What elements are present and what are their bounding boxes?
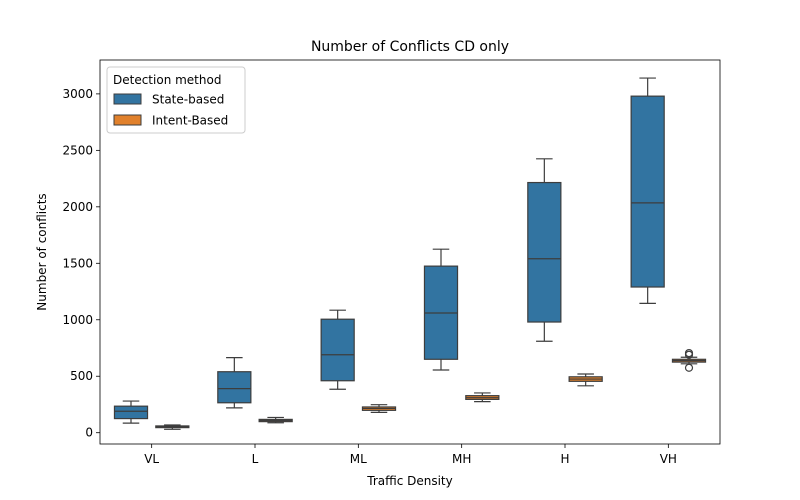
box-iqr	[113, 405, 149, 420]
box-iqr	[527, 181, 562, 323]
y-axis: 0 500 1000 1500 2000 2500 3000	[62, 87, 100, 440]
chart-title: Number of Conflicts CD only	[311, 39, 509, 55]
y-tick-label-2500: 2500	[62, 143, 93, 157]
legend-swatch	[113, 114, 142, 126]
legend-label: Intent-Based	[152, 114, 228, 128]
box-iqr	[217, 371, 252, 404]
legend-title: Detection method	[113, 73, 221, 87]
legend-swatch	[113, 93, 142, 105]
box-iqr	[320, 318, 355, 382]
x-tick-label-vh: VH	[660, 452, 677, 466]
y-tick-label-0: 0	[85, 426, 93, 440]
box-intent-based-vl	[155, 424, 190, 430]
y-tick-label-1500: 1500	[62, 256, 93, 270]
x-tick-label-vl: VL	[144, 452, 159, 466]
legend-label: State-based	[152, 93, 224, 107]
box-state-based-h	[527, 158, 562, 342]
plot-frame	[99, 59, 721, 445]
box-intent-based-vh	[671, 348, 707, 372]
x-tick-label-l: L	[252, 452, 259, 466]
flier-point	[684, 348, 694, 358]
legend: Detection method State-based Intent-Based	[106, 66, 246, 134]
x-axis-label: Traffic Density	[366, 474, 453, 488]
box-state-based-mh	[423, 248, 459, 371]
x-axis: VL L ML MH H VH	[144, 444, 677, 466]
y-tick-label-2000: 2000	[62, 200, 93, 214]
box-state-based-vh	[630, 77, 665, 304]
y-tick-label-1000: 1000	[62, 313, 93, 327]
y-tick-label-3000: 3000	[62, 87, 93, 101]
box-state-based-l	[217, 357, 252, 409]
x-tick-label-h: H	[560, 452, 569, 466]
box-intent-based-l	[258, 416, 293, 424]
box-intent-based-mh	[465, 392, 500, 403]
box-state-based-ml	[320, 309, 355, 390]
box-intent-based-ml	[361, 404, 397, 413]
y-tick-label-500: 500	[70, 369, 93, 383]
box-iqr	[630, 95, 665, 288]
y-axis-label: Number of conflicts	[35, 193, 49, 310]
box-intent-based-h	[568, 373, 603, 387]
box-state-based-vl	[113, 400, 149, 424]
x-tick-label-ml: ML	[350, 452, 367, 466]
flier-point	[684, 363, 694, 372]
x-tick-label-mh: MH	[452, 452, 471, 466]
plot-area	[113, 77, 707, 430]
